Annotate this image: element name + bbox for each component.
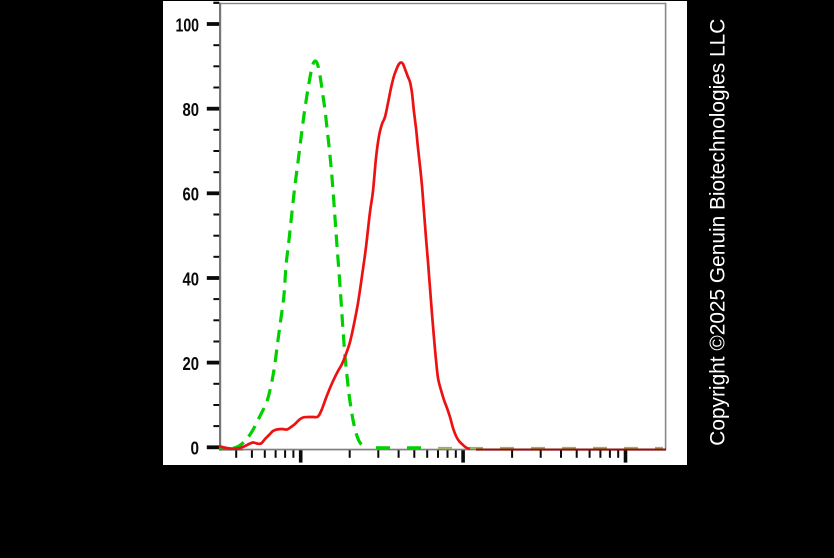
svg-text:100: 100 (176, 15, 200, 35)
svg-text:80: 80 (183, 100, 200, 120)
svg-text:40: 40 (183, 269, 200, 289)
svg-text:20: 20 (183, 354, 200, 374)
svg-text:0: 0 (191, 439, 200, 459)
svg-text:60: 60 (183, 185, 200, 205)
svg-text:Copyright ©2025 Genuin Biotech: Copyright ©2025 Genuin Biotechnologies L… (706, 19, 730, 446)
